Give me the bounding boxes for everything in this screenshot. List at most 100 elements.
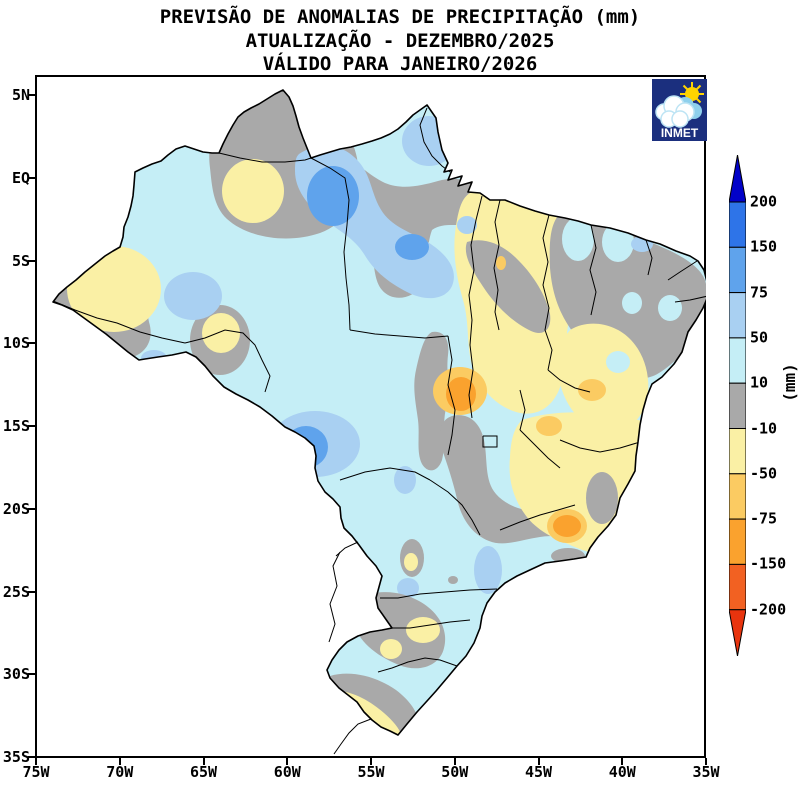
anomaly-blob-lblue xyxy=(474,546,502,594)
state-border-line xyxy=(542,214,553,371)
state-border-line xyxy=(53,300,186,344)
lon-label-55w: 55W xyxy=(357,763,385,781)
state-border-line xyxy=(482,435,498,448)
anomaly-blob-base xyxy=(606,351,630,373)
anomaly-blob-yellow xyxy=(67,246,161,332)
state-border-line xyxy=(468,195,483,419)
anomaly-blob-lorange xyxy=(578,379,606,401)
colorbar xyxy=(729,155,746,656)
anomaly-blob-lorange xyxy=(496,256,506,270)
state-border-line xyxy=(667,260,698,281)
page-subtitle-update: ATUALIZAÇÃO - DEZEMBRO/2025 xyxy=(245,30,555,52)
anomaly-blob-sorange xyxy=(553,515,581,537)
lon-tick xyxy=(286,758,289,765)
colorbar-tick-150: 150 xyxy=(750,237,778,256)
anomaly-blob-lblue xyxy=(397,578,419,598)
colorbar-tick-10: 10 xyxy=(750,373,769,392)
state-border-line xyxy=(674,295,706,303)
neighbor-country-border-line xyxy=(335,541,359,557)
inmet-logo-text: INMET xyxy=(661,126,699,140)
lat-tick xyxy=(28,342,35,345)
cloud-icon xyxy=(655,95,702,128)
colorbar-segment xyxy=(729,428,746,475)
state-border-line xyxy=(447,335,456,456)
colorbar-tick--10: -10 xyxy=(750,419,778,438)
lat-label-10s: 10S xyxy=(2,334,30,353)
state-border-line xyxy=(419,107,451,173)
anomaly-blob-yellow xyxy=(558,323,649,432)
lon-label-65w: 65W xyxy=(189,763,218,781)
colorbar-segment xyxy=(729,382,746,429)
colorbar-segment xyxy=(729,518,746,565)
state-border-line xyxy=(349,329,449,339)
lat-label-30s: 30S xyxy=(2,665,30,684)
lat-label-eq: EQ xyxy=(11,168,30,187)
state-border-line xyxy=(499,504,576,531)
state-border-line xyxy=(377,657,458,673)
lat-tick xyxy=(28,590,35,593)
lon-tick xyxy=(118,758,121,765)
page-title: PREVISÃO DE ANOMALIAS DE PRECIPITAÇÃO (m… xyxy=(159,6,641,28)
anomaly-blob-yellow xyxy=(222,159,284,223)
lon-label-45w: 45W xyxy=(524,763,553,781)
state-border-line xyxy=(429,479,481,536)
lat-label-25s: 25S xyxy=(2,582,30,601)
anomaly-blob-mblue xyxy=(284,426,328,468)
state-border-line xyxy=(493,199,501,331)
neighbor-country-border-line xyxy=(333,718,372,755)
anomaly-blob-yellow xyxy=(404,553,418,571)
lat-label-5n: 5N xyxy=(11,86,30,104)
anomaly-blob-gray xyxy=(465,240,551,334)
colorbar-segment xyxy=(729,563,746,611)
colorbar-tick--150: -150 xyxy=(750,555,787,574)
colorbar-tick-50: 50 xyxy=(750,328,769,347)
lon-tick xyxy=(202,758,205,765)
lat-tick xyxy=(28,259,35,262)
colorbar-unit-label: (mm) xyxy=(779,363,799,402)
anomaly-blob-base xyxy=(562,217,594,261)
state-border-line xyxy=(645,239,653,276)
state-border-line xyxy=(392,619,471,629)
state-border-line xyxy=(547,369,591,393)
lat-tick xyxy=(28,756,35,758)
state-border-line xyxy=(218,152,312,163)
anomaly-blob-lblue xyxy=(164,272,222,320)
lon-label-75w: 75W xyxy=(22,763,50,781)
anomaly-blob-yellow xyxy=(380,639,402,659)
state-border-line xyxy=(380,588,498,599)
colorbar-segment xyxy=(729,337,746,384)
lat-label-15s: 15S xyxy=(2,417,30,435)
anomaly-blob-lblue xyxy=(402,116,456,166)
anomaly-blob-lblue xyxy=(457,216,477,234)
lon-tick xyxy=(621,758,624,765)
lat-label-5s: 5S xyxy=(11,251,30,270)
lon-tick xyxy=(453,758,456,765)
colorbar-segment xyxy=(729,246,746,294)
lon-tick xyxy=(705,758,707,765)
map-frame xyxy=(35,75,706,758)
inmet-logo: INMET xyxy=(652,79,707,141)
state-border-line xyxy=(559,439,641,453)
anomaly-blob-lorange xyxy=(536,416,562,436)
lon-tick xyxy=(370,758,372,765)
lat-tick xyxy=(28,507,35,510)
lat-tick xyxy=(28,425,35,427)
anomaly-blob-lblue xyxy=(394,466,416,494)
anomaly-blob-yellow xyxy=(406,617,440,643)
brazil-outline xyxy=(52,89,706,736)
lon-label-40w: 40W xyxy=(608,763,636,781)
anomaly-blob-gray xyxy=(448,576,458,584)
state-border-line xyxy=(519,429,561,469)
lat-tick xyxy=(28,176,35,179)
anomaly-blob-mblue xyxy=(395,234,429,260)
anomaly-blob-base xyxy=(658,295,682,321)
lon-tick xyxy=(537,758,540,765)
lon-tick xyxy=(35,758,37,765)
state-border-line xyxy=(519,389,526,431)
anomaly-blob-base xyxy=(622,292,642,314)
colorbar-tick--75: -75 xyxy=(750,509,778,528)
page-subtitle-valid: VÁLIDO PARA JANEIRO/2026 xyxy=(262,53,538,75)
lon-label-50w: 50W xyxy=(441,763,469,781)
lon-label-70w: 70W xyxy=(106,763,134,781)
colorbar-segment xyxy=(729,292,746,339)
